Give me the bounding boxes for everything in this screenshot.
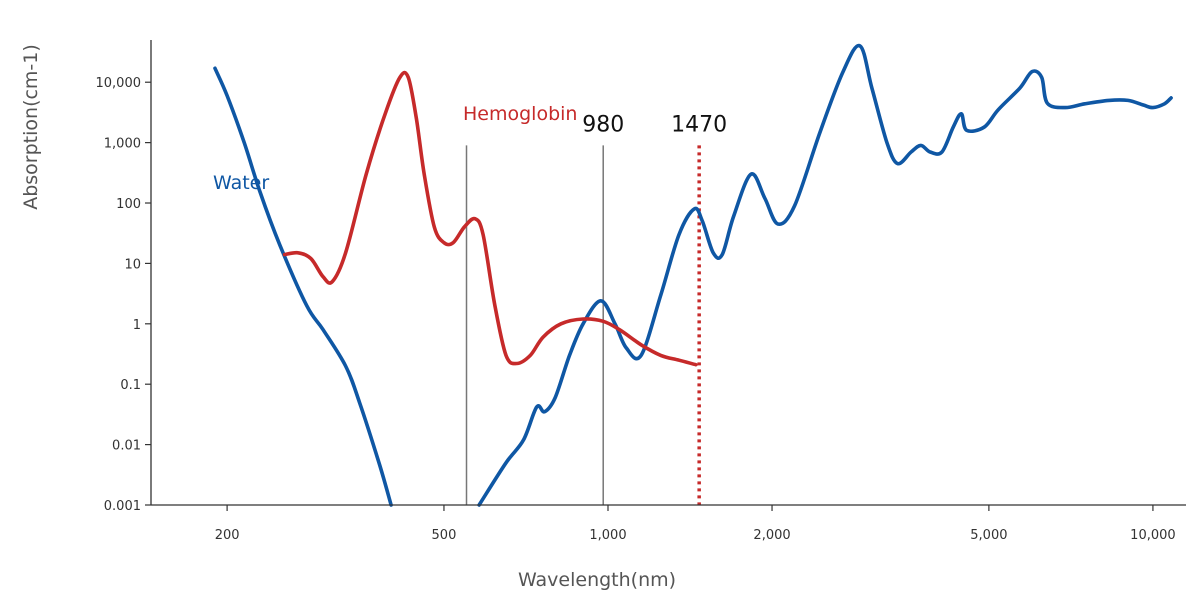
y-tick-label: 1,000 — [104, 137, 141, 152]
x-tick-label: 1,000 — [589, 528, 626, 543]
y-axis-title: Absorption(cm-1) — [20, 44, 42, 210]
series-line-water-0 — [213, 66, 393, 507]
series-lines — [213, 43, 1173, 507]
y-tick-label: 100 — [116, 197, 141, 212]
y-tick-label: 0.001 — [104, 499, 141, 514]
labels: 0.001 0.01 0.1 1 10 100 1,000 10,000 200 500 1,000… — [96, 76, 1176, 543]
marker-label-980: 980 — [582, 112, 624, 137]
axes — [145, 40, 1186, 511]
x-tick-label: 2,000 — [753, 528, 790, 543]
x-tick-label: 200 — [215, 528, 240, 543]
marker-label-1470: 1470 — [671, 112, 727, 137]
series-label-hemoglobin: Hemoglobin — [463, 103, 577, 125]
x-axis-title: Wavelength(nm) — [518, 569, 676, 591]
y-tick-label: 0.01 — [112, 439, 141, 454]
x-tick-label: 5,000 — [970, 528, 1007, 543]
y-tick-label: 1 — [133, 318, 141, 333]
x-tick-label: 10,000 — [1130, 528, 1176, 543]
y-tick-label: 0.1 — [120, 378, 141, 393]
x-tick-label: 500 — [432, 528, 457, 543]
series-line-hemoglobin-2 — [282, 70, 698, 367]
y-tick-label: 10,000 — [96, 76, 142, 91]
marker-lines — [465, 145, 701, 505]
series-line-water-ir-1 — [477, 43, 1173, 507]
y-tick-label: 10 — [124, 257, 141, 272]
series-label-water: Water — [213, 172, 269, 194]
